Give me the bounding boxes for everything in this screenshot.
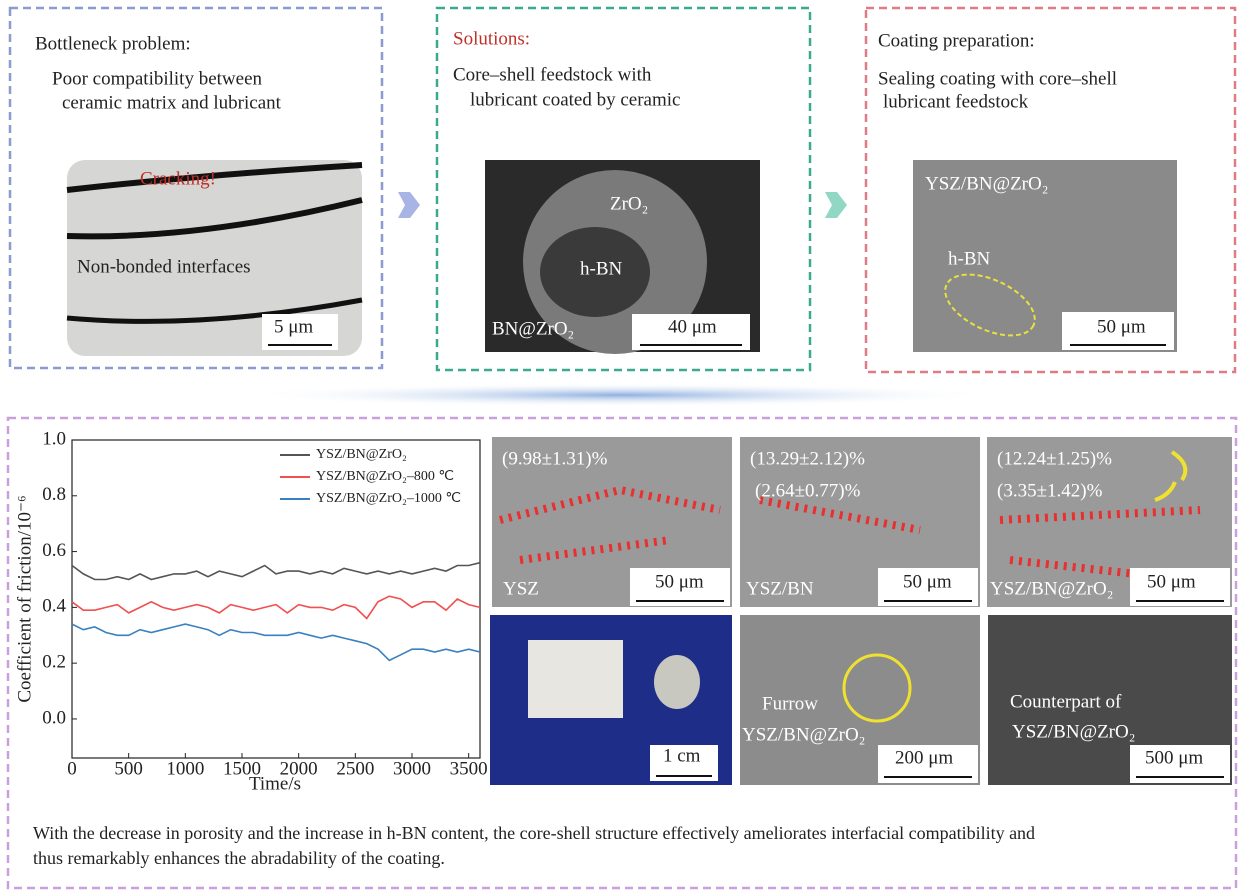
y-axis-label: Coefficient of friction/10⁻⁶ [14,495,35,702]
divider-glow [240,383,1000,407]
series-line [72,596,480,618]
scale-label: 50 μm [1097,316,1146,337]
y-tick-label: 0.8 [42,484,66,505]
panel-title: Coating preparation: [878,30,1035,51]
image-label: Counterpart of [1010,691,1122,712]
y-tick-label: 0.0 [42,707,66,728]
scale-label: 5 μm [274,316,313,337]
map-name: YSZ/BN [746,578,814,599]
x-tick-label: 0 [67,758,77,779]
series-line [72,563,480,580]
scale-label: 50 μm [903,571,952,592]
map-label: (12.24±1.25)% [997,448,1112,469]
image-label: h-BN [948,248,991,269]
legend-label: YSZ/BN@ZrO₂–800 ℃ [316,469,454,484]
image-label: ZrO₂ [610,193,648,214]
map-name: YSZ/BN@ZrO₂ [990,578,1113,599]
x-tick-label: 1000 [166,758,204,779]
panel-text: Poor compatibility between [52,68,263,89]
legend-label: YSZ/BN@ZrO₂–1000 ℃ [316,491,461,506]
x-tick-label: 500 [114,758,143,779]
plot-frame [72,440,480,758]
x-tick-label: 2500 [336,758,374,779]
panel-text: lubricant coated by ceramic [470,89,680,110]
image-label: YSZ/BN@ZrO₂ [1012,721,1135,742]
panel-text: Core–shell feedstock with [453,64,652,85]
map-label: (3.35±1.42)% [997,480,1103,501]
scale-label: 200 μm [895,747,953,768]
image-label: Furrow [762,693,818,714]
scale-label: 40 μm [668,316,717,337]
legend-label: YSZ/BN@ZrO₂ [316,447,407,462]
scale-label: 50 μm [1147,571,1196,592]
image-label: h-BN [580,258,623,279]
x-tick-label: 3500 [450,758,488,779]
scale-label: 500 μm [1145,747,1203,768]
map-label: (2.64±0.77)% [755,480,861,501]
conclusion: thus remarkably enhances the abradabilit… [33,848,445,868]
image-label: Non-bonded interfaces [77,256,251,277]
panel-text: ceramic matrix and lubricant [62,92,282,113]
graphical-abstract: Bottleneck problem: Poor compatibility b… [0,0,1241,893]
x-tick-label: 2000 [280,758,318,779]
panel-text: Sealing coating with core–shell [878,68,1117,89]
panel-title: Bottleneck problem: [35,33,191,54]
y-tick-label: 1.0 [42,428,66,449]
image-label: YSZ/BN@ZrO₂ [742,724,865,745]
sample [654,655,700,709]
arrow [825,192,847,218]
image-label: BN@ZrO₂ [492,318,574,339]
y-tick-label: 0.4 [42,596,66,617]
panel-text: lubricant feedstock [883,91,1029,112]
x-tick-label: 1500 [223,758,261,779]
y-tick-label: 0.2 [42,652,66,673]
arrow [398,192,420,218]
scale-label: 50 μm [655,571,704,592]
image-label: Cracking! [140,168,216,189]
y-tick-label: 0.6 [42,540,66,561]
conclusion: With the decrease in porosity and the in… [33,823,1035,843]
panel-title: Solutions: [453,28,530,49]
map-label: (13.29±2.12)% [750,448,865,469]
map-name: YSZ [503,578,539,599]
x-tick-label: 3000 [393,758,431,779]
image-label: YSZ/BN@ZrO₂ [925,173,1048,194]
sample [528,640,623,718]
scale-label: 1 cm [663,745,701,766]
map-label: (9.98±1.31)% [502,448,608,469]
series-line [72,624,480,660]
